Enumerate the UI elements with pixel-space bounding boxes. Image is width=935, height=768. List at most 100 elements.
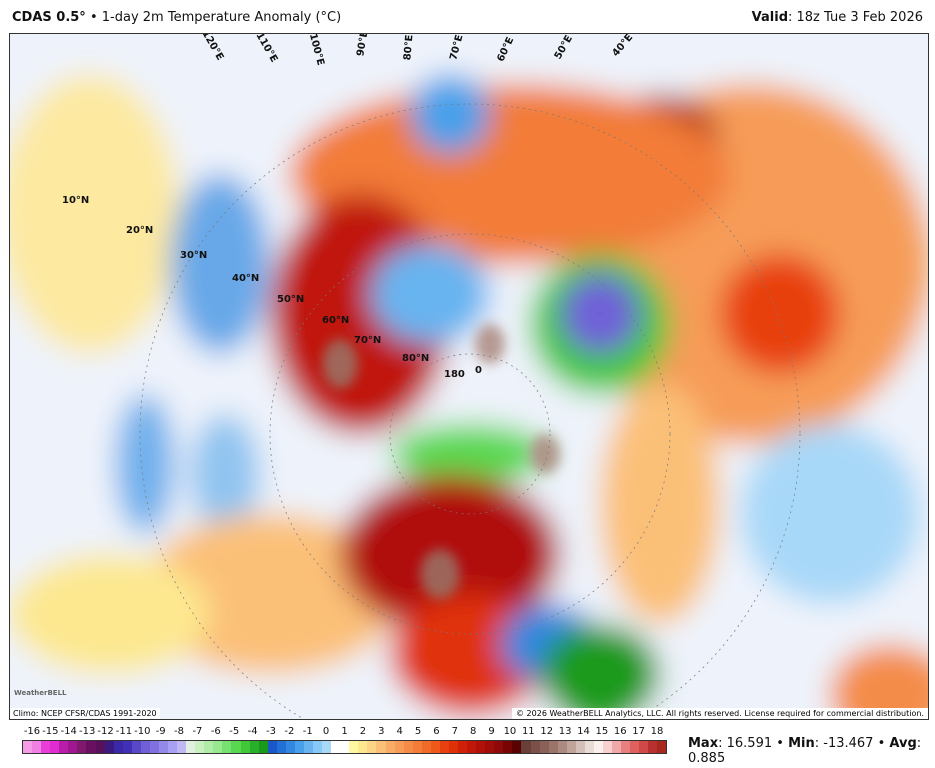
colorbar-cell [32, 741, 42, 753]
colorbar-cell [168, 741, 178, 753]
colorbar-tick: 18 [650, 726, 664, 737]
colorbar-cell [566, 741, 576, 753]
colorbar-tick: 16 [613, 726, 627, 737]
colorbar-cell [313, 741, 323, 753]
colorbar-tick: 6 [433, 726, 440, 737]
colorbar-cell [439, 741, 449, 753]
colorbar-cell [303, 741, 313, 753]
colorbar-cell [448, 741, 458, 753]
colorbar-cell [131, 741, 141, 753]
colorbar-tick: -14 [60, 726, 77, 737]
colorbar-cell [222, 741, 232, 753]
colorbar-cell [285, 741, 295, 753]
colorbar-tick: -12 [97, 726, 114, 737]
colorbar-cell [240, 741, 250, 753]
colorbar-tick: 3 [378, 726, 385, 737]
colorbar-tick: 8 [469, 726, 477, 737]
colorbar-cell [186, 741, 196, 753]
colorbar-cell [467, 741, 477, 753]
colorbar-cell [575, 741, 585, 753]
colorbar-cell [603, 741, 613, 753]
colorbar-cell [639, 741, 649, 753]
lat-label: 10°N [62, 195, 90, 206]
lat-label: 40°N [232, 273, 260, 284]
colorbar-cell [340, 741, 350, 753]
lat-label: 20°N [126, 225, 154, 236]
model-name: CDAS 0.5° [12, 10, 86, 25]
colorbar-tick: 7 [451, 726, 458, 737]
colorbar-tick: -1 [302, 726, 313, 737]
weatherbell-logo: WeatherBELL [14, 689, 67, 697]
anomaly-field [10, 34, 928, 719]
colorbar-cell [213, 741, 223, 753]
lat-label: 30°N [180, 250, 208, 261]
colorbar-tick: 12 [540, 726, 554, 737]
colorbar-tick: -6 [210, 726, 221, 737]
colorbar-tick: -10 [134, 726, 151, 737]
colorbar-tick: 2 [359, 726, 367, 737]
colorbar-cell [258, 741, 268, 753]
colorbar-cell [122, 741, 132, 753]
colorbar-cell [630, 741, 640, 753]
colorbar-cell [249, 741, 259, 753]
colorbar-cell [104, 741, 114, 753]
max-value: 16.591 [726, 736, 773, 751]
colorbar-tick: -7 [192, 726, 203, 737]
colorbar-tick: 1 [341, 726, 348, 737]
colorbar-cell [276, 741, 286, 753]
colorbar-tick: -11 [115, 726, 133, 737]
colorbar-cell [367, 741, 377, 753]
colorbar-tick: 11 [521, 726, 535, 737]
colorbar-tick: -2 [284, 726, 295, 737]
lat-label: 50°N [277, 294, 305, 305]
colorbar-cell [412, 741, 422, 753]
colorbar-cell [140, 741, 150, 753]
colorbar-cell [77, 741, 87, 753]
field-stats: Max: 16.591 • Min: -13.467 • Avg: 0.885 [688, 736, 922, 766]
colorbar-cell [494, 741, 504, 753]
colorbar-tick: 0 [322, 726, 330, 737]
colorbar-cell [204, 741, 214, 753]
product-name: 1-day 2m Temperature Anomaly (°C) [101, 10, 342, 25]
colorbar-cell [657, 741, 667, 753]
lon-label: 80°E [402, 34, 416, 61]
colorbar-cell [322, 741, 332, 753]
valid-value: 18z Tue 3 Feb 2026 [796, 10, 923, 25]
colorbar-tick: 4 [396, 726, 403, 737]
colorbar-tick: -16 [23, 726, 41, 737]
colorbar-cell [385, 741, 395, 753]
max-label: Max [688, 736, 719, 751]
climo-note: Climo: NCEP CFSR/CDAS 1991-2020 [10, 708, 160, 719]
colorbar-tick: -9 [155, 726, 166, 737]
min-value: -13.467 [823, 736, 874, 751]
copyright-note: © 2026 WeatherBELL Analytics, LLC. All r… [512, 708, 928, 719]
colorbar-cell [621, 741, 631, 753]
colorbar-cell [476, 741, 486, 753]
lat-label: 60°N [322, 315, 350, 326]
colorbar-tick: -5 [229, 726, 240, 737]
colorbar-tick: 9 [488, 726, 495, 737]
separator: • [89, 10, 98, 25]
colorbar-cell [177, 741, 187, 753]
colorbar-cell [485, 741, 495, 753]
lon-label: 0 [475, 365, 482, 376]
colorbar-cell [458, 741, 468, 753]
colorbar-cell [331, 741, 341, 753]
colorbar-tick: -15 [42, 726, 59, 737]
colorbar-tick: 14 [577, 726, 590, 737]
separator: • [877, 736, 886, 751]
colorbar-cell [95, 741, 105, 753]
colorbar-cell [158, 741, 168, 753]
colorbar-cell [267, 741, 277, 753]
colorbar-cell [548, 741, 558, 753]
valid-label: Valid [751, 10, 788, 25]
colorbar-cell [376, 741, 386, 753]
colorbar-cell [23, 741, 33, 753]
colorbar-cell [648, 741, 658, 753]
colorbar-tick: 10 [503, 726, 517, 737]
colorbar-cell [195, 741, 205, 753]
map-title: CDAS 0.5° • 1-day 2m Temperature Anomaly… [12, 10, 341, 25]
colorbar-cell [430, 741, 440, 753]
valid-time: Valid: 18z Tue 3 Feb 2026 [751, 10, 923, 25]
colorbar-tick: 5 [414, 726, 422, 737]
